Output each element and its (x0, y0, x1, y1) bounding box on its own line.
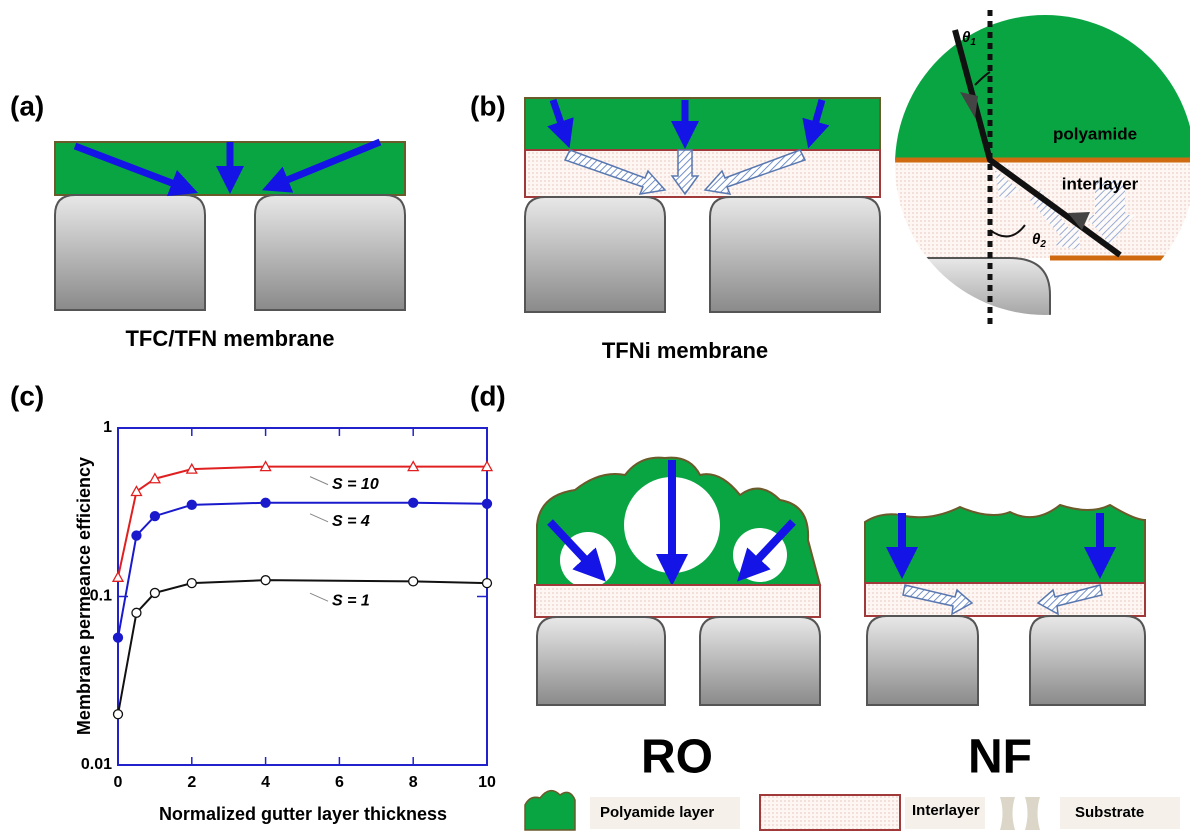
plot-frame (118, 428, 487, 765)
data-point (261, 576, 270, 585)
x-tick-label: 0 (114, 774, 123, 791)
substrate (255, 195, 405, 310)
data-point (131, 486, 141, 495)
series-label: S = 1 (332, 592, 370, 609)
panel-a: (a) TFC/TFN membrane (10, 90, 405, 350)
data-point (114, 633, 123, 642)
legend: Polyamide layer Interlayer Substrate (525, 791, 1180, 830)
substrate (1030, 616, 1145, 705)
polyamide-layer (525, 98, 880, 150)
figure: (a) TFC/TFN membrane (b) TFNi membrane θ… (0, 0, 1190, 835)
panel-d: (d) RO NF (470, 380, 1145, 783)
legend-icon (525, 791, 575, 830)
angle-label: θ1 (962, 29, 976, 48)
x-tick-label: 6 (335, 774, 344, 791)
y-tick-label: 1 (103, 419, 112, 436)
series-line (118, 467, 487, 578)
x-tick-label: 2 (187, 774, 196, 791)
data-point (261, 498, 270, 507)
data-point (132, 531, 141, 540)
legend-icon (1000, 797, 1040, 830)
data-point (132, 608, 141, 617)
interlayer (535, 585, 820, 617)
data-point (150, 512, 159, 521)
panel-c: (c) Normalized gutter layer thickness Me… (10, 380, 496, 823)
x-tick-label: 4 (261, 774, 270, 791)
caption: RO (641, 731, 713, 784)
data-point (187, 579, 196, 588)
series-label: S = 10 (332, 476, 379, 493)
substrate (55, 195, 205, 310)
caption: NF (968, 731, 1032, 784)
legend-text: Polyamide layer (600, 804, 714, 821)
data-point (150, 588, 159, 597)
data-point (483, 499, 492, 508)
panel-b: (b) TFNi membrane (470, 90, 880, 362)
data-point (114, 710, 123, 719)
data-point (483, 579, 492, 588)
panel-label: (b) (470, 90, 506, 121)
data-point (409, 577, 418, 586)
label-leader (310, 593, 328, 601)
data-point (187, 500, 196, 509)
substrate (867, 616, 978, 705)
substrate (537, 617, 665, 705)
caption: TFNi membrane (602, 338, 768, 363)
label-leader (310, 477, 328, 485)
substrate (700, 617, 820, 705)
series-label: S = 4 (332, 513, 370, 530)
legend-text: Substrate (1075, 804, 1144, 821)
layer-label: interlayer (1062, 174, 1139, 193)
inset: θ1 θ2 polyamide interlayer (890, 0, 1190, 340)
panel-label: (c) (10, 380, 44, 411)
x-tick-label: 10 (478, 774, 496, 791)
x-axis-label: Normalized gutter layer thickness (159, 804, 447, 824)
x-tick-label: 8 (409, 774, 418, 791)
data-point (409, 498, 418, 507)
series-line (118, 580, 487, 714)
panel-label: (a) (10, 90, 44, 121)
series-line (118, 503, 487, 638)
label-leader (310, 514, 328, 522)
data-point (113, 572, 123, 581)
y-tick-label: 0.1 (90, 588, 112, 605)
y-tick-label: 0.01 (81, 756, 112, 773)
caption: TFC/TFN membrane (125, 326, 334, 351)
legend-icon (760, 795, 900, 830)
legend-text: Interlayer (912, 802, 980, 819)
panel-label: (d) (470, 380, 506, 411)
substrate (710, 197, 880, 312)
substrate (525, 197, 665, 312)
layer-label: polyamide (1053, 124, 1137, 143)
